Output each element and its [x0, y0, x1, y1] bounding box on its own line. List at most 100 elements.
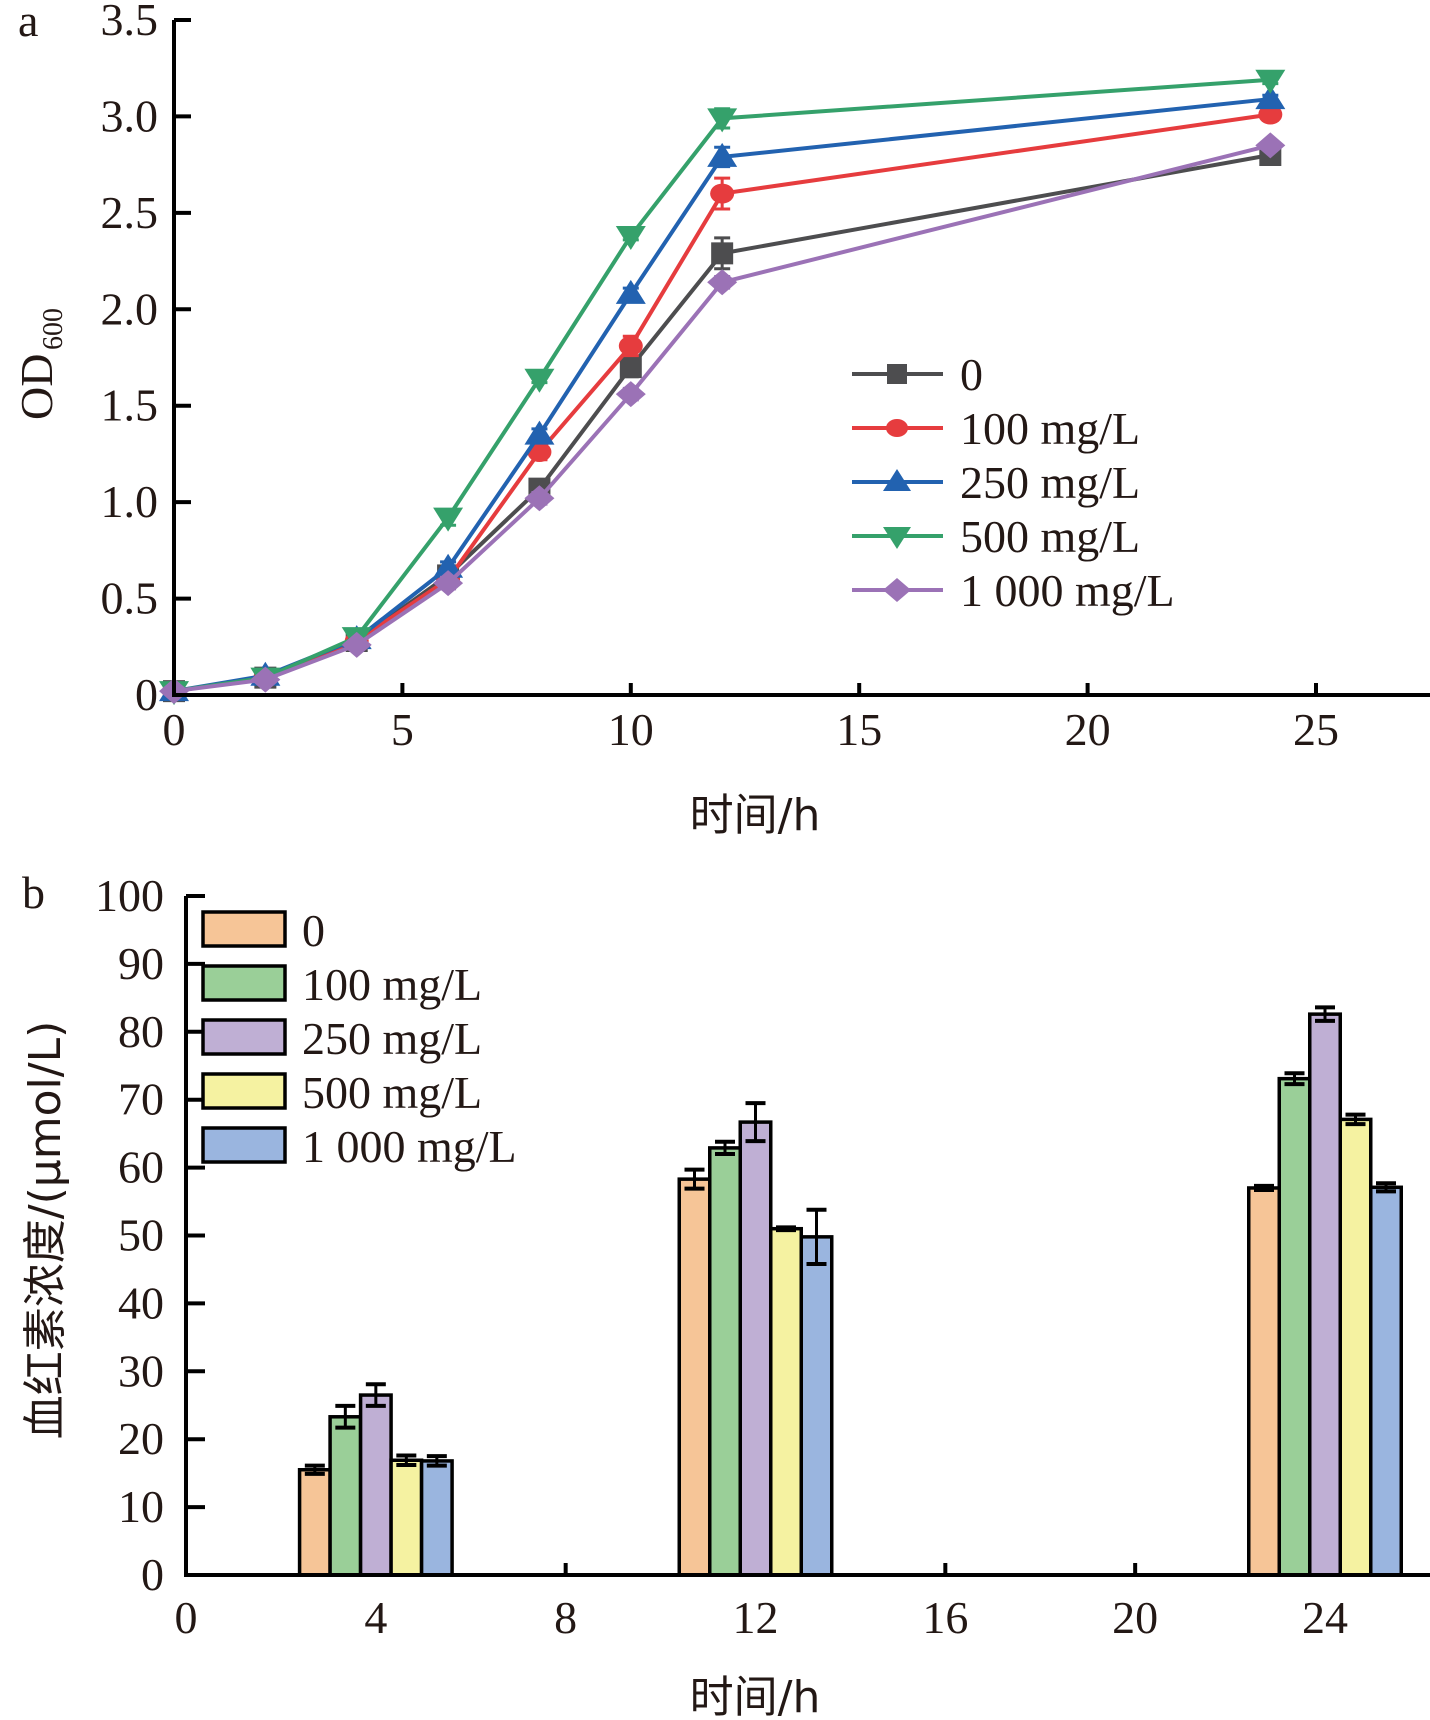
triangle-up-marker	[707, 142, 738, 167]
circle-marker	[1258, 104, 1283, 125]
b-bar	[708, 1146, 742, 1577]
b-x-tick-label: 8	[554, 1592, 577, 1643]
a-series-line	[173, 77, 1271, 694]
b-y-tick-label: 60	[118, 1142, 164, 1193]
b-x-tick-label: 4	[364, 1592, 387, 1643]
a-y-tick-label: 1.5	[101, 380, 159, 431]
a-legend-item: 1 000 mg/L	[852, 565, 1175, 616]
diamond-marker	[883, 578, 911, 602]
square-marker	[887, 364, 907, 384]
triangle-up-marker	[883, 469, 911, 491]
diamond-marker	[615, 381, 646, 408]
b-bar	[1369, 1185, 1403, 1577]
panel-label-b: b	[22, 867, 45, 918]
circle-marker	[886, 419, 908, 437]
b-bar	[677, 1177, 712, 1577]
a-y-axis-title: OD 600	[11, 308, 69, 420]
b-bar	[358, 1393, 393, 1577]
b-bar	[328, 1415, 363, 1577]
triangle-down-marker	[524, 368, 555, 393]
b-bars-group	[297, 1005, 1403, 1577]
b-legend-item: 500 mg/L	[201, 1067, 482, 1118]
a-y-tick-label: 3.5	[101, 0, 159, 45]
triangle-up-marker	[1255, 85, 1286, 110]
panel-a-line-chart: a 0 0.5 1.0 1.5 2.0 2.5 3.0 3.5 0 5 10 15 20 25 时间/h…	[11, 0, 1430, 841]
a-y-tick-label: 3.0	[101, 90, 159, 141]
circle-marker	[618, 335, 643, 356]
b-bar	[1338, 1117, 1373, 1577]
b-x-tick-label: 24	[1302, 1592, 1348, 1643]
a-y-title-main: OD	[11, 354, 62, 420]
b-y-tick-label: 10	[118, 1481, 164, 1532]
b-y-tick-label: 100	[95, 870, 164, 921]
b-legend-swatch	[201, 910, 287, 948]
b-legend-swatch	[201, 1072, 287, 1110]
triangle-down-marker	[883, 527, 911, 549]
b-y-tick-label: 80	[118, 1006, 164, 1057]
a-y-tick-label: 0	[135, 669, 158, 720]
a-y-tick-label: 1.0	[101, 476, 159, 527]
b-legend-item: 250 mg/L	[201, 1013, 482, 1064]
b-x-axis-title: 时间/h	[690, 1672, 821, 1720]
panel-label-a: a	[18, 0, 38, 46]
a-x-axis-title: 时间/h	[690, 790, 821, 841]
a-x-tick-label: 20	[1065, 704, 1111, 755]
b-y-tick-label: 50	[118, 1210, 164, 1261]
b-y-tick-label: 0	[141, 1549, 164, 1600]
b-bar	[738, 1120, 773, 1577]
triangle-up-marker	[524, 420, 555, 445]
a-legend-item: 250 mg/L	[852, 457, 1140, 508]
a-y-title-sub: 600	[38, 308, 69, 350]
square-marker	[711, 242, 734, 265]
b-legend-label: 500 mg/L	[302, 1067, 482, 1118]
a-legend-label: 100 mg/L	[960, 403, 1140, 454]
b-bar	[1277, 1076, 1312, 1577]
b-group-12h	[677, 1101, 834, 1577]
b-bar	[389, 1458, 424, 1577]
a-legend-item: 0	[852, 349, 983, 400]
a-legend-item: 100 mg/L	[852, 403, 1140, 454]
diamond-marker	[707, 269, 738, 296]
a-y-tick-label: 2.0	[101, 283, 159, 334]
b-bar	[419, 1459, 454, 1577]
a-series-group	[159, 69, 1286, 706]
b-y-axis-title: 血红素浓度/(μmol/L)	[20, 1021, 71, 1440]
b-legend-swatch	[201, 1126, 287, 1164]
b-legend-label: 250 mg/L	[302, 1013, 482, 1064]
diamond-marker	[250, 666, 281, 693]
b-x-tick-label: 12	[733, 1592, 779, 1643]
circle-marker	[527, 442, 552, 462]
b-y-tick-label: 30	[118, 1345, 164, 1396]
b-group-24h	[1247, 1005, 1403, 1577]
b-legend-label: 1 000 mg/L	[302, 1121, 517, 1172]
b-x-ticks: 0 4 8 12 16 20 24	[175, 1563, 1348, 1643]
diamond-marker	[1255, 132, 1286, 159]
a-y-ticks: 0 0.5 1.0 1.5 2.0 2.5 3.0 3.5	[101, 0, 191, 720]
a-x-tick-label: 15	[836, 704, 882, 755]
b-legend-label: 100 mg/L	[302, 959, 482, 1010]
b-y-tick-label: 40	[118, 1277, 164, 1328]
a-legend-item: 500 mg/L	[852, 511, 1140, 562]
b-bar	[297, 1468, 332, 1577]
b-y-tick-label: 70	[118, 1074, 164, 1125]
a-legend-label: 250 mg/L	[960, 457, 1140, 508]
b-legend-item: 0	[201, 905, 325, 956]
a-y-tick-label: 2.5	[101, 187, 159, 238]
b-y-ticks: 0 10 20 30 40 50 60 70 80 90 100	[95, 870, 205, 1600]
circle-marker	[710, 183, 735, 204]
a-x-tick-label: 5	[391, 704, 414, 755]
triangle-down-marker	[1255, 69, 1286, 94]
b-legend-label: 0	[302, 905, 325, 956]
b-bar	[769, 1226, 803, 1577]
b-bar	[1308, 1012, 1342, 1577]
b-group-4h	[297, 1382, 454, 1577]
triangle-down-marker	[707, 108, 738, 133]
b-y-tick-label: 20	[118, 1413, 164, 1464]
a-legend-label: 0	[960, 349, 983, 400]
b-legend-item: 100 mg/L	[201, 959, 482, 1010]
b-y-tick-label: 90	[118, 938, 164, 989]
b-legend-swatch	[201, 1018, 287, 1056]
